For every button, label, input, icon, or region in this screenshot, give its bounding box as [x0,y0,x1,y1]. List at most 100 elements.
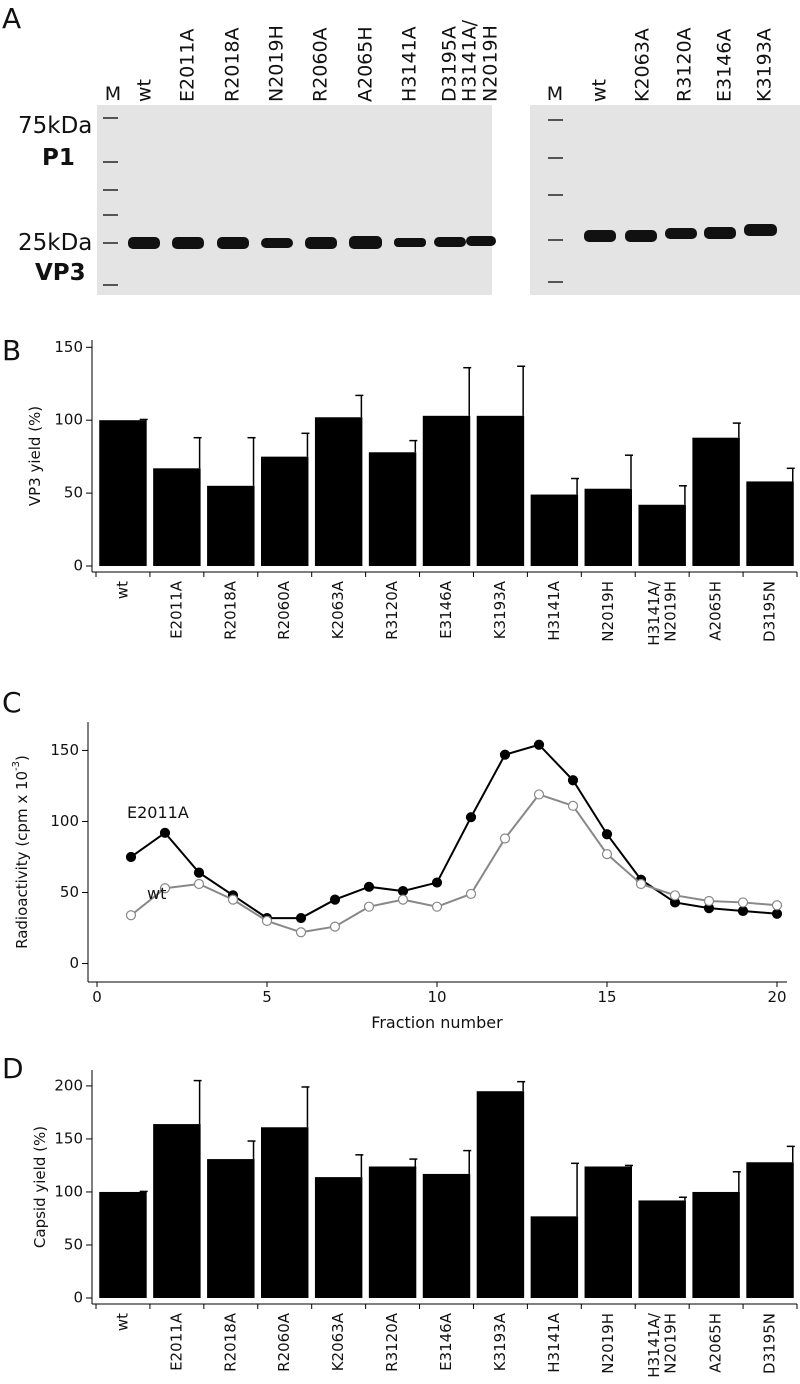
series-label: wt [147,884,166,903]
y-tick-label: 0 [73,1289,83,1307]
data-point [193,867,205,878]
bar [207,1159,255,1298]
data-point [499,833,511,844]
lane-label: wt [134,79,156,102]
data-point [771,908,783,919]
bar [638,1200,686,1298]
x-tick-label: K2063A [329,580,347,639]
y-axis-label: Radioactivity (cpm x 10-3) [11,755,31,949]
bar [530,494,579,566]
lane-label: H3141A/N2019H [458,19,501,102]
lane-label: R2018A [222,27,244,102]
panel-label: B [2,334,21,367]
data-point [431,901,443,912]
data-point [295,927,307,938]
y-tick-label: 0 [73,557,83,575]
y-tick-label: 200 [54,1076,83,1094]
bar [530,1216,579,1298]
x-tick-label: R2018A [221,580,239,640]
x-tick-label: 10 [427,988,446,1006]
bar [422,1173,471,1298]
y-axis-label-part: ) [13,755,31,761]
lane-label: M [105,83,121,105]
x-tick-label: 20 [767,988,786,1006]
bar [746,1162,794,1298]
panel-label: C [2,686,22,719]
bar [153,1124,201,1298]
data-point [703,895,715,907]
series-line [130,793,778,934]
x-tick-label: N2019H [599,1313,617,1374]
x-tick-label: K3193A [491,1312,509,1371]
data-point [193,878,205,890]
x-tick-label: R3120A [383,580,401,640]
band-label: P1 [42,145,75,171]
x-tick-label: R2060A [275,1312,293,1372]
bar [584,488,632,566]
data-point [601,849,613,860]
bar [261,1127,309,1298]
bar [692,437,740,566]
band-label: VP3 [35,260,86,286]
x-tick-label: E2011A [167,580,185,639]
x-tick-label: R2018A [221,1312,239,1372]
x-tick-label: E3146A [437,1312,455,1371]
x-tick-label: R3120A [383,1312,401,1372]
lane-label: H3141A [399,26,421,102]
bar [368,1166,417,1298]
y-axis-label-part: Radioactivity (cpm x 10 [13,771,31,949]
series-label: E2011A [127,803,189,822]
y-tick-label: 50 [64,484,83,502]
bar [584,1166,632,1298]
data-point [737,905,749,917]
y-tick-label: 50 [60,883,79,901]
y-axis-label-part: VP3 yield (%) [26,406,44,506]
data-point [465,888,477,900]
y-tick-label: 100 [54,1182,83,1200]
data-point [635,878,647,890]
bar [314,1177,363,1298]
data-point [533,739,545,750]
series-line [130,743,778,920]
x-tick-label: H3141A [545,580,563,640]
data-point [567,800,579,811]
x-tick-label: H3141A/N2019H [644,580,679,646]
bar [207,485,255,566]
bar [638,504,686,566]
x-tick-label: R2060A [275,580,293,640]
data-point [567,775,579,786]
data-point [533,789,545,800]
y-tick-label: 50 [64,1235,83,1253]
lane-label: A2065H [355,26,377,102]
bar [422,415,471,566]
x-tick-label: wt [113,581,131,599]
lane-label: E3146A [714,29,736,102]
y-tick-label: 100 [50,812,79,830]
x-tick-label: 15 [597,988,616,1006]
bar [368,452,417,566]
data-point [397,885,409,897]
x-tick-label: K2063A [329,1312,347,1371]
gel-bands [128,224,777,249]
x-tick-label: N2019H [599,581,617,642]
lane-label: E2011A [177,29,199,102]
bar [692,1191,740,1298]
lane-label: K3193A [754,28,776,102]
data-point [431,877,443,888]
y-tick-label: 100 [54,411,83,429]
y-axis-label: Capsid yield (%) [31,1126,49,1248]
lane-label: R3120A [674,27,696,102]
x-tick-label: D3195N [761,581,779,642]
lane-label: K2063A [632,28,654,102]
x-tick-label: A2065H [707,1313,725,1373]
gel-ladder [103,117,563,286]
x-tick-label: D3195N [761,1313,779,1374]
y-axis-label-part: Capsid yield (%) [31,1126,49,1248]
data-point [669,890,681,901]
lane-label: wt [589,79,611,102]
data-point [601,829,613,840]
y-axis-label: VP3 yield (%) [26,406,44,506]
x-tick-label: K3193A [491,580,509,639]
data-point [159,883,171,894]
x-tick-label: A2065H [707,581,725,641]
